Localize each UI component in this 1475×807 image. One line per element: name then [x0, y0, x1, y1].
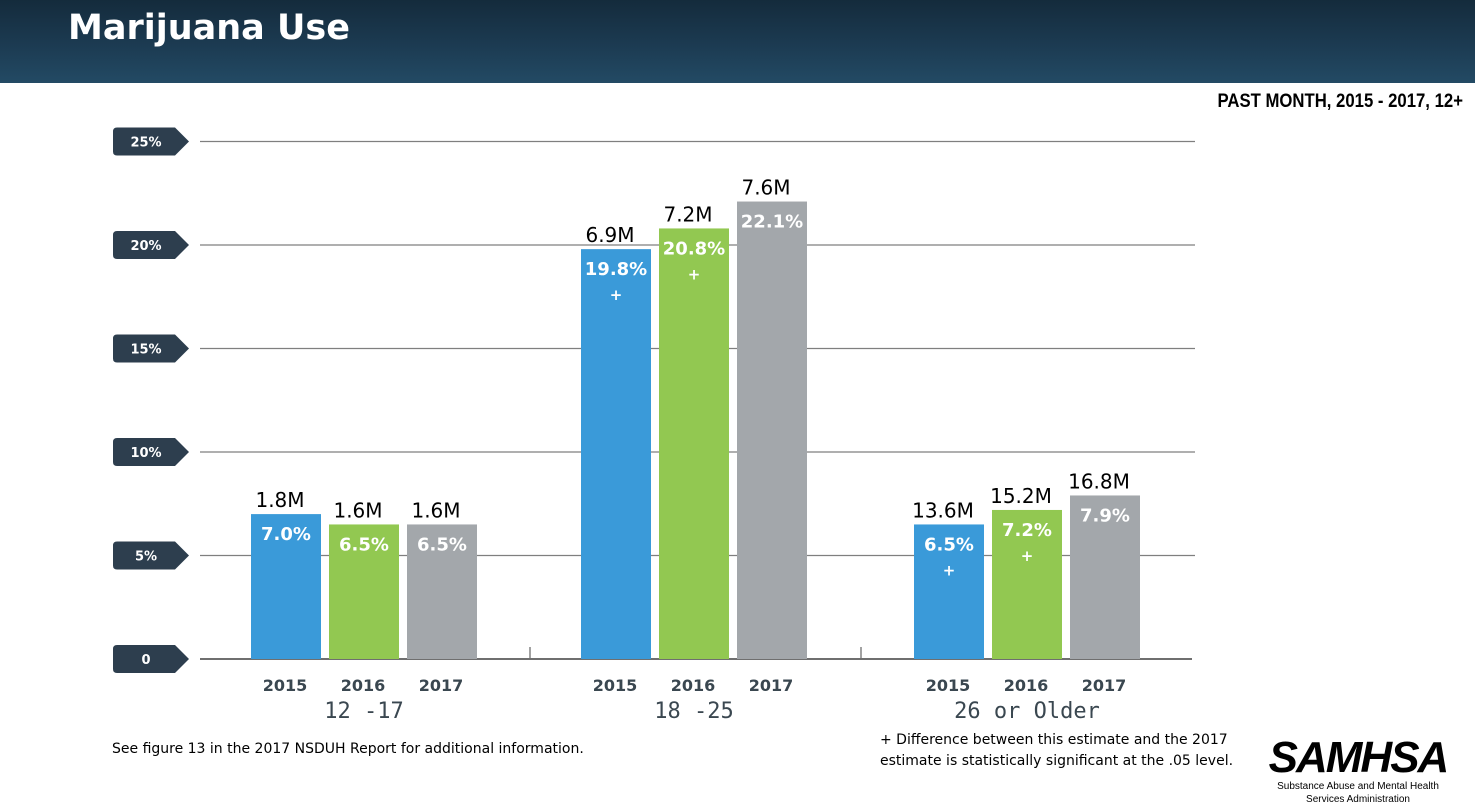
- group-label: 12 -17: [324, 699, 403, 724]
- x-tick-label: 2017: [749, 676, 794, 695]
- bar: [581, 249, 651, 659]
- bar-value-label: 22.1%: [741, 212, 803, 233]
- bar-value-label: 7.2%: [1002, 520, 1052, 541]
- chart-subtitle: PAST MONTH, 2015 - 2017, 12+: [1217, 91, 1463, 112]
- bar-value-label: 7.0%: [261, 524, 311, 545]
- y-tick-label: 0: [141, 653, 150, 668]
- bar-count-label: 16.8M: [1068, 469, 1130, 493]
- bar-value-label: 19.8%: [585, 259, 647, 280]
- bar: [992, 509, 1062, 659]
- y-tick-badge: [113, 231, 189, 259]
- bar: [914, 524, 984, 659]
- bar-value-label: 6.5%: [417, 534, 467, 555]
- significance-marker: +: [610, 286, 623, 304]
- bar: [329, 524, 399, 659]
- samhsa-logo-line-2: Services Administration: [1306, 794, 1410, 805]
- y-tick-label: 5%: [135, 550, 157, 565]
- x-tick-label: 2015: [926, 676, 971, 695]
- y-tick-badge: [113, 127, 189, 156]
- bar-value-label: 6.5%: [924, 534, 974, 555]
- group-label: 26 or Older: [954, 699, 1100, 724]
- page-title: Marijuana Use: [68, 8, 350, 48]
- footnote-significance-line-2: estimate is statistically significant at…: [880, 753, 1234, 769]
- bar-count-label: 1.6M: [333, 498, 382, 522]
- y-tick-label: 15%: [130, 343, 161, 358]
- y-tick-badge: [113, 541, 189, 570]
- bar-count-label: 1.6M: [411, 498, 460, 522]
- y-tick-badge: [113, 438, 189, 466]
- x-tick-label: 2016: [341, 676, 386, 695]
- significance-marker: +: [1021, 547, 1034, 565]
- y-tick-label: 10%: [130, 446, 161, 461]
- header-bar: Marijuana Use: [0, 0, 1475, 83]
- samhsa-logo: SAMHSA Substance Abuse and Mental Health…: [1268, 733, 1450, 806]
- bar-count-label: 1.8M: [255, 488, 304, 512]
- bar-count-label: 15.2M: [990, 484, 1052, 508]
- x-tick-label: 2016: [1004, 676, 1049, 695]
- footnote-significance: + Difference between this estimate and t…: [880, 730, 1233, 772]
- bar-value-label: 20.8%: [663, 238, 725, 259]
- x-tick-label: 2015: [593, 676, 638, 695]
- footnote-source: See figure 13 in the 2017 NSDUH Report f…: [112, 741, 584, 757]
- bar: [737, 201, 807, 659]
- bar-count-label: 6.9M: [585, 223, 634, 247]
- bar: [1070, 495, 1140, 659]
- bar: [251, 514, 321, 659]
- footnote-significance-line-1: + Difference between this estimate and t…: [880, 732, 1228, 748]
- y-tick-badge: [113, 645, 189, 673]
- x-tick-label: 2017: [1082, 676, 1127, 695]
- x-tick-label: 2017: [419, 676, 464, 695]
- bar-count-label: 13.6M: [912, 498, 974, 522]
- bar: [407, 524, 477, 659]
- bar-value-label: 7.9%: [1080, 505, 1130, 526]
- x-tick-label: 2015: [263, 676, 308, 695]
- bar: [659, 228, 729, 659]
- significance-marker: +: [943, 561, 956, 579]
- bar-count-label: 7.2M: [663, 202, 712, 226]
- bar-count-label: 7.6M: [741, 176, 790, 200]
- significance-marker: +: [688, 265, 701, 283]
- x-tick-label: 2016: [671, 676, 716, 695]
- y-tick-label: 25%: [130, 136, 161, 151]
- y-tick-badge: [113, 334, 189, 363]
- bar-value-label: 6.5%: [339, 534, 389, 555]
- samhsa-logo-line-1: Substance Abuse and Mental Health: [1277, 781, 1439, 792]
- y-tick-label: 20%: [130, 239, 161, 254]
- samhsa-logo-mark: SAMHSA: [1268, 733, 1450, 782]
- group-label: 18 -25: [654, 699, 733, 724]
